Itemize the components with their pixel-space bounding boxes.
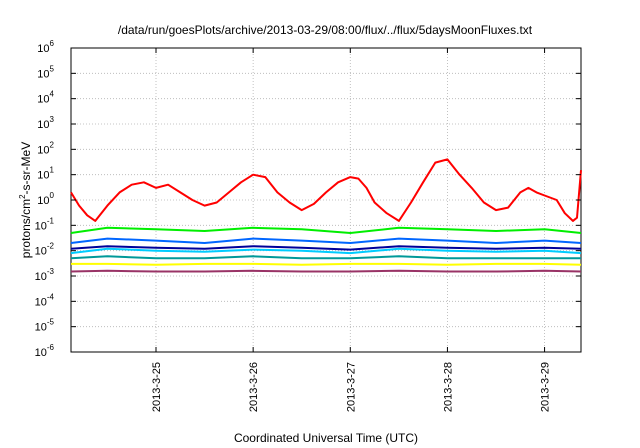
y-tick-base: 10 [35, 296, 47, 308]
x-axis-label: Coordinated Universal Time (UTC) [234, 431, 418, 445]
y-tick-label: 104 [37, 90, 54, 106]
y-tick-exponent: 5 [50, 64, 55, 73]
y-tick-label: 100 [37, 191, 54, 207]
y-tick-label: 103 [37, 115, 54, 131]
y-tick-base: 10 [37, 68, 49, 80]
y-tick-base: 10 [37, 195, 49, 207]
y-tick-exponent: 0 [50, 191, 55, 200]
y-tick-base: 10 [37, 43, 49, 55]
y-tick-exponent: 2 [50, 140, 55, 149]
y-tick-label: 10-5 [35, 318, 55, 334]
y-tick-label: 101 [37, 166, 54, 182]
series-line [71, 262, 582, 266]
y-tick-exponent: -6 [47, 343, 55, 352]
y-tick-exponent: 4 [50, 90, 55, 99]
y-tick-label: 10-6 [35, 343, 55, 359]
y-tick-label: 10-3 [35, 267, 55, 283]
y-tick-base: 10 [37, 119, 49, 131]
series-line [70, 247, 582, 255]
series-line [70, 255, 581, 260]
y-tick-base: 10 [35, 246, 47, 258]
y-tick-base: 10 [35, 220, 47, 232]
y-tick-label: 105 [37, 64, 54, 80]
x-axis-ticks: 2013-3-25 2013-3-26 2013-3-27 2013-3-28 2013… [151, 48, 552, 412]
series-lines [70, 158, 582, 273]
y-tick-label: 10-4 [35, 292, 55, 308]
y-tick-label: 102 [37, 140, 54, 156]
y-tick-base: 10 [37, 144, 49, 156]
y-tick-base: 10 [35, 271, 47, 283]
x-tick-label: 2013-3-25 [151, 362, 163, 412]
y-axis-label-suffix: -s-sr-MeV [19, 142, 33, 195]
grid-lines [71, 48, 581, 352]
x-tick-label: 2013-3-26 [248, 362, 260, 412]
y-tick-base: 10 [37, 170, 49, 182]
y-tick-exponent: -5 [47, 318, 55, 327]
series-line [70, 245, 582, 251]
y-tick-exponent: -3 [47, 267, 55, 276]
series-line [70, 226, 582, 234]
y-tick-exponent: -2 [47, 242, 55, 251]
chart-title: /data/run/goesPlots/archive/2013-03-29/0… [118, 23, 533, 37]
y-tick-exponent: 3 [50, 115, 55, 124]
y-tick-exponent: -4 [47, 292, 55, 301]
y-axis-label-sup: 2 [18, 194, 27, 199]
y-tick-base: 10 [35, 347, 47, 359]
x-tick-label: 2013-3-27 [345, 362, 357, 412]
x-tick-label: 2013-3-29 [540, 362, 552, 412]
y-tick-base: 10 [35, 322, 47, 334]
y-axis-label-prefix: protons/cm [19, 199, 33, 258]
x-tick-label: 2013-3-28 [442, 362, 454, 412]
y-axis-ticks: 10-610-510-410-310-210-11001011021031041… [35, 39, 581, 359]
y-tick-base: 10 [37, 94, 49, 106]
series-line [70, 237, 582, 244]
y-tick-label: 106 [37, 39, 54, 55]
series-line [70, 269, 582, 273]
y-tick-exponent: -1 [47, 216, 55, 225]
y-tick-label: 10-2 [35, 242, 55, 258]
y-tick-exponent: 6 [50, 39, 55, 48]
y-axis-label: protons/cm2-s-sr-MeV [18, 142, 33, 258]
y-tick-label: 10-1 [35, 216, 55, 232]
series-line [70, 158, 582, 222]
y-tick-exponent: 1 [50, 166, 55, 175]
